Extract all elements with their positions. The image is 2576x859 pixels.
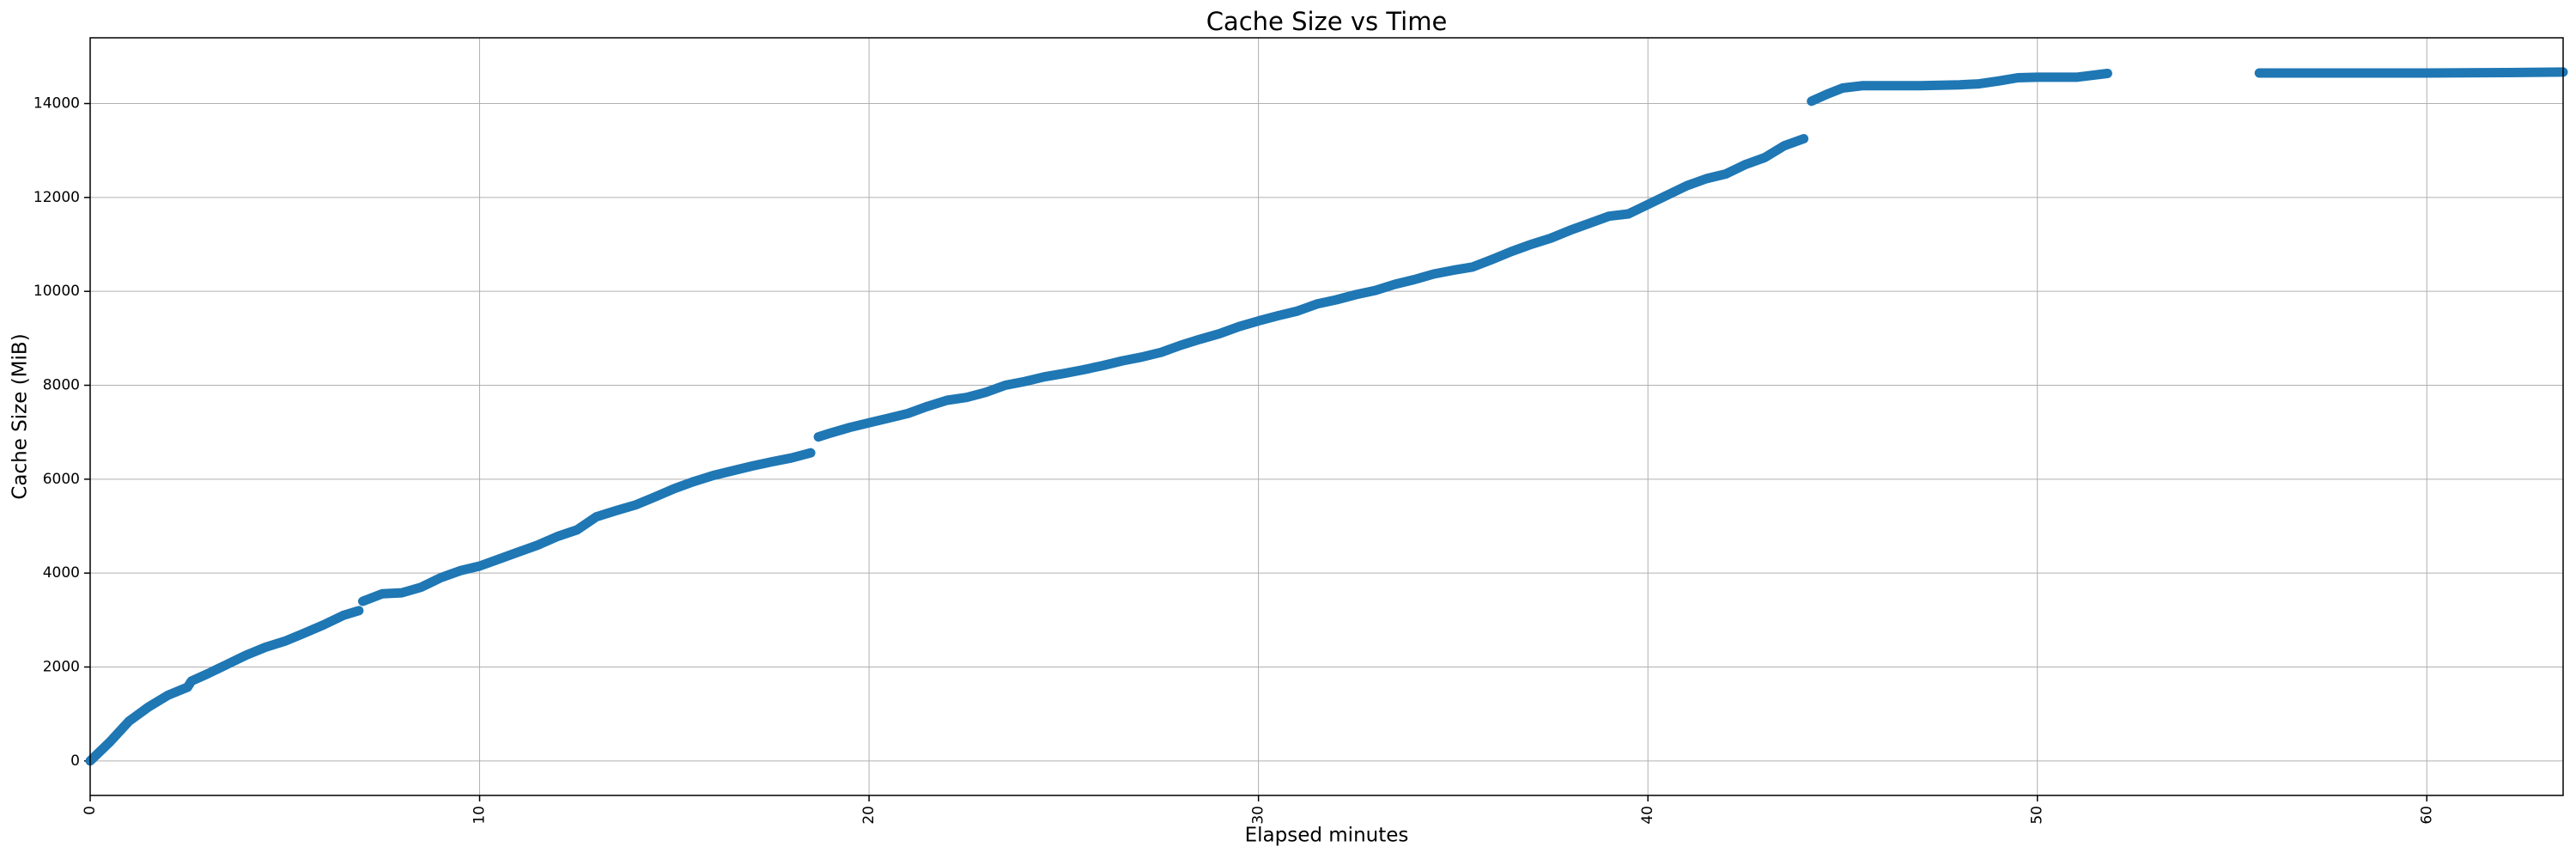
x-tick-label: 10 bbox=[471, 806, 489, 825]
chart-title: Cache Size vs Time bbox=[1206, 7, 1448, 36]
y-tick-label: 12000 bbox=[33, 189, 80, 206]
x-tick-label: 60 bbox=[2418, 806, 2435, 825]
x-tick-label: 50 bbox=[2029, 806, 2046, 825]
y-tick-label: 4000 bbox=[43, 564, 80, 582]
x-tick-label: 40 bbox=[1639, 806, 1656, 825]
x-tick-label: 30 bbox=[1250, 806, 1267, 825]
data-line bbox=[85, 67, 2568, 766]
x-tick-label: 0 bbox=[82, 806, 99, 815]
x-tick-label: 20 bbox=[860, 806, 878, 825]
y-tick-label: 2000 bbox=[43, 658, 80, 675]
y-tick-label: 0 bbox=[70, 752, 80, 770]
y-tick-label: 14000 bbox=[33, 95, 80, 113]
x-axis-label: Elapsed minutes bbox=[1245, 825, 1409, 847]
y-axis-label: Cache Size (MiB) bbox=[9, 333, 32, 499]
plot-frame bbox=[89, 37, 2564, 796]
y-tick-label: 8000 bbox=[43, 377, 80, 394]
y-tick-label: 10000 bbox=[33, 283, 80, 300]
y-tick-label: 6000 bbox=[43, 471, 80, 488]
